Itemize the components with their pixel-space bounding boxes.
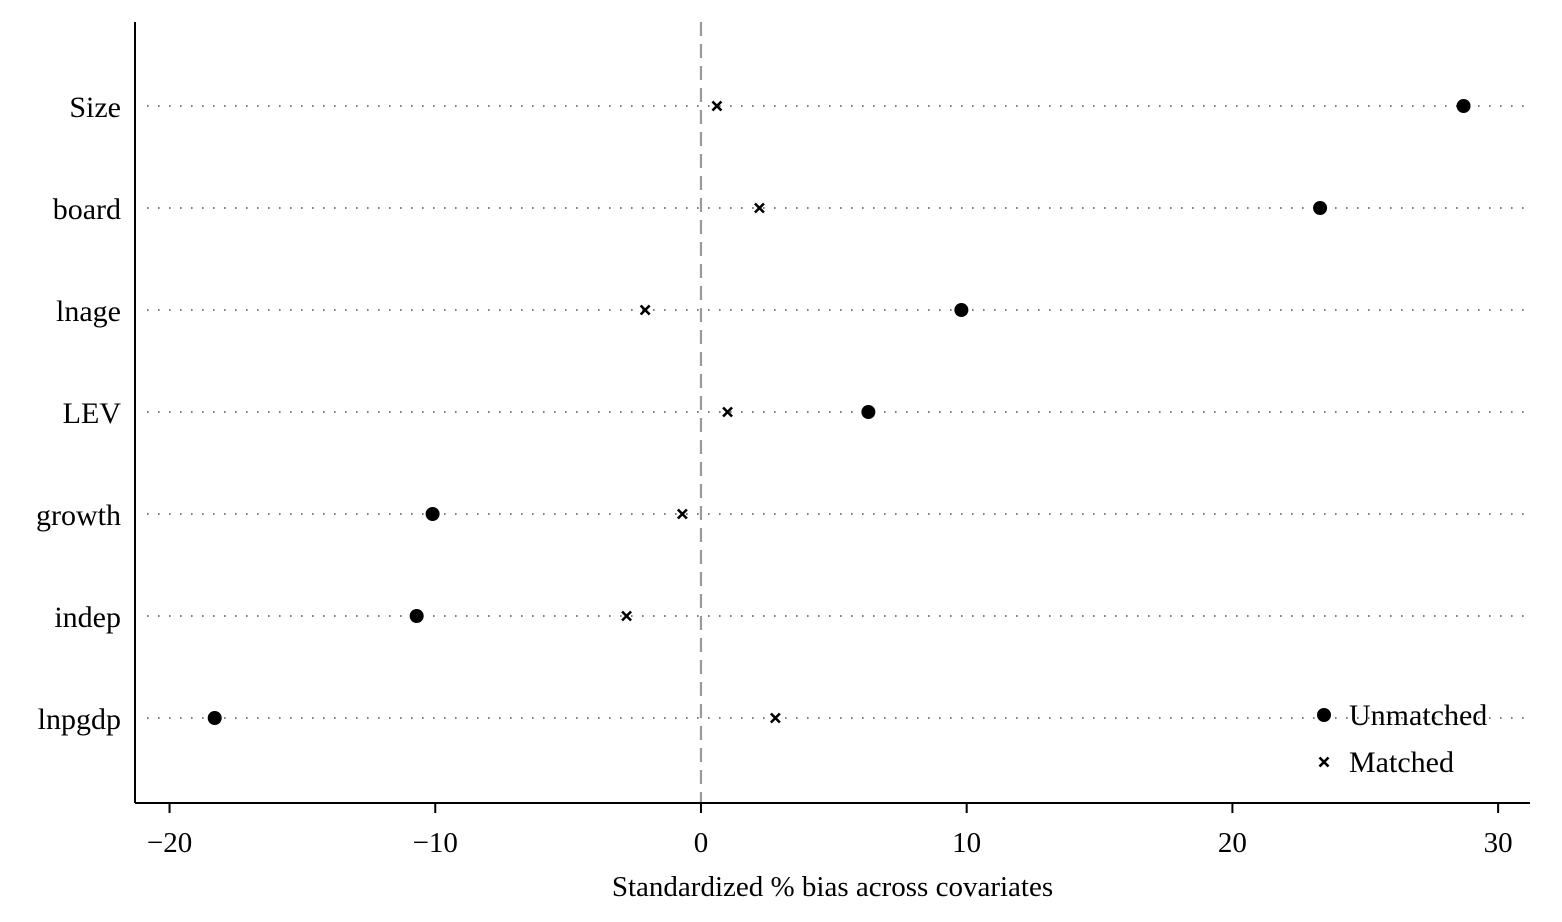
category-labels: Size board lnage LEV growth indep lnpgdp <box>36 91 121 736</box>
point-matched-indep <box>621 610 632 622</box>
category-label-lev: LEV <box>63 397 122 430</box>
category-label-size: Size <box>69 91 121 124</box>
category-label-lnpgdp: lnpgdp <box>38 703 121 736</box>
point-matched-size <box>711 100 723 112</box>
point-matched-lev <box>722 406 733 418</box>
legend-marker-matched <box>1318 756 1330 768</box>
point-unmatched-lnpgdp <box>207 711 222 725</box>
x-ticks: −20 −10 0 10 20 30 <box>147 803 1513 859</box>
point-matched-board <box>754 202 765 214</box>
grid-lines <box>147 105 1530 719</box>
point-unmatched-lnage <box>954 303 969 317</box>
category-label-lnage: lnage <box>56 295 121 328</box>
x-tick-label-4: 20 <box>1218 827 1247 859</box>
legend-item-unmatched: Unmatched <box>1317 699 1487 732</box>
legend-label-matched: Matched <box>1349 746 1454 779</box>
point-unmatched-indep <box>409 609 424 623</box>
x-tick-label-1: −10 <box>413 827 458 859</box>
point-matched-lnpgdp <box>769 712 781 724</box>
x-axis-title: Standardized % bias across covariates <box>612 871 1053 903</box>
category-label-indep: indep <box>54 601 121 634</box>
axes <box>134 22 1530 804</box>
category-label-board: board <box>53 193 121 226</box>
legend: Unmatched Matched <box>1317 699 1487 779</box>
point-matched-lnage <box>639 304 651 316</box>
x-tick-label-0: −20 <box>147 827 192 859</box>
legend-item-matched: Matched <box>1318 746 1454 779</box>
point-unmatched-growth <box>425 507 440 521</box>
legend-label-unmatched: Unmatched <box>1349 699 1487 732</box>
x-tick-label-2: 0 <box>694 827 709 859</box>
category-label-growth: growth <box>36 499 121 532</box>
point-unmatched-lev <box>861 405 876 419</box>
x-tick-label-5: 30 <box>1484 827 1513 859</box>
point-unmatched-size <box>1456 99 1471 113</box>
data-points <box>207 99 1471 725</box>
point-matched-growth <box>676 508 688 520</box>
legend-marker-unmatched <box>1317 708 1331 722</box>
point-unmatched-board <box>1313 201 1328 215</box>
x-tick-label-3: 10 <box>952 827 981 859</box>
